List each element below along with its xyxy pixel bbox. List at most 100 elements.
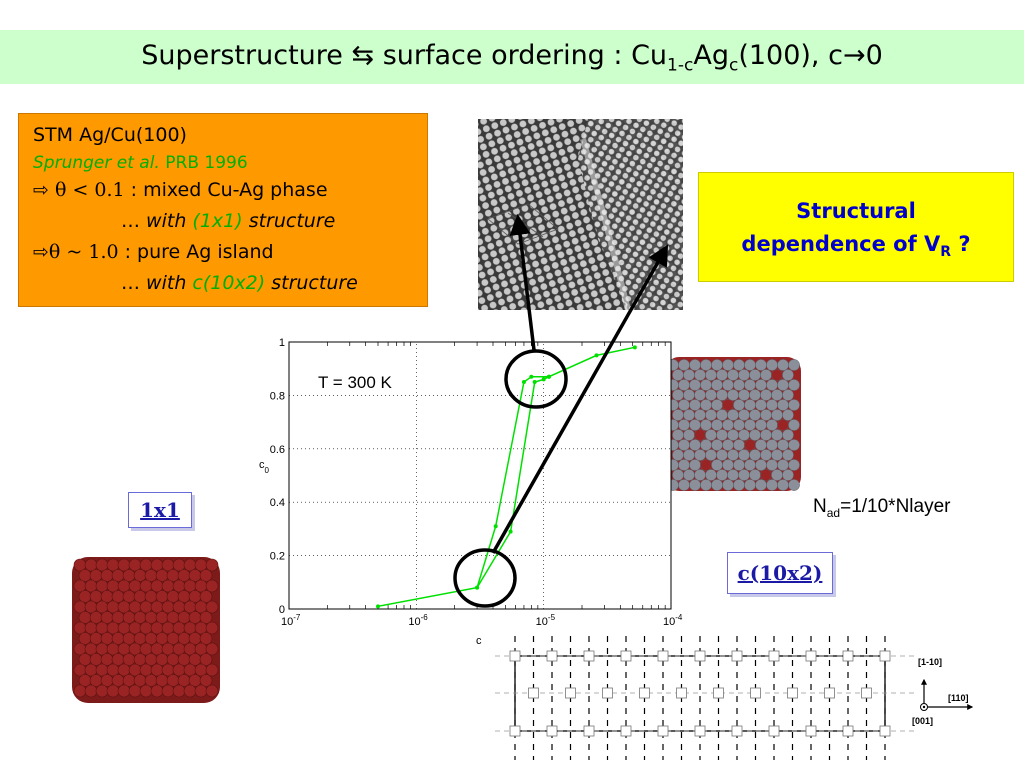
atom bbox=[755, 479, 767, 491]
atom bbox=[84, 579, 98, 593]
atom-site bbox=[768, 725, 780, 737]
atom bbox=[760, 449, 772, 461]
structure-c10x2-line: … with c(10x2) structure bbox=[121, 272, 358, 294]
atom bbox=[766, 459, 778, 471]
atom bbox=[711, 399, 723, 411]
atom bbox=[705, 469, 717, 481]
atom bbox=[782, 469, 794, 481]
atom bbox=[139, 684, 153, 698]
data-point bbox=[546, 374, 551, 379]
atom bbox=[700, 459, 712, 471]
atom bbox=[194, 621, 208, 635]
atom bbox=[788, 439, 800, 451]
y-tick-label: 0.6 bbox=[270, 444, 285, 456]
atom bbox=[744, 379, 756, 391]
atom bbox=[722, 419, 734, 431]
atom bbox=[788, 479, 800, 491]
atom bbox=[84, 621, 98, 635]
atom-site bbox=[509, 725, 521, 737]
atom bbox=[73, 579, 87, 593]
atom bbox=[111, 674, 125, 687]
atom bbox=[111, 569, 125, 582]
atom bbox=[760, 409, 772, 421]
atom bbox=[128, 600, 142, 614]
atom bbox=[744, 439, 756, 451]
atom bbox=[766, 439, 778, 451]
atom bbox=[155, 590, 169, 603]
arrow-right-icon: ⇨ bbox=[33, 179, 49, 201]
atom bbox=[205, 621, 219, 635]
atom bbox=[771, 429, 783, 441]
atom bbox=[716, 469, 728, 481]
atom bbox=[788, 359, 800, 371]
atom bbox=[84, 663, 98, 677]
atom-site bbox=[750, 687, 761, 699]
atom bbox=[788, 399, 800, 411]
atom bbox=[95, 684, 109, 698]
atom bbox=[771, 369, 783, 381]
nad-formula: Nad=1/10*Nlayer bbox=[813, 496, 951, 520]
atom bbox=[777, 479, 789, 491]
atom bbox=[89, 611, 103, 624]
atom bbox=[777, 399, 789, 411]
atom bbox=[755, 359, 767, 371]
atom bbox=[100, 611, 114, 624]
atom bbox=[89, 569, 103, 582]
atom bbox=[100, 674, 114, 687]
question-line2: dependence of VR ? bbox=[741, 232, 971, 261]
atom bbox=[199, 611, 213, 624]
atom bbox=[199, 590, 213, 603]
atom bbox=[183, 600, 197, 614]
ag-island-image bbox=[665, 357, 801, 491]
atom bbox=[766, 399, 778, 411]
atom bbox=[122, 611, 136, 624]
data-point bbox=[521, 380, 526, 385]
x-tick-label: 10-5 bbox=[536, 613, 556, 628]
atom bbox=[177, 611, 191, 624]
atom bbox=[122, 569, 136, 582]
data-point bbox=[541, 377, 546, 382]
atom bbox=[78, 611, 92, 624]
atom-site bbox=[509, 650, 521, 662]
atom bbox=[100, 632, 114, 645]
x-tick-label: 10-4 bbox=[663, 613, 683, 628]
atom bbox=[106, 558, 120, 572]
atom bbox=[711, 439, 723, 451]
atom bbox=[716, 409, 728, 421]
atom bbox=[194, 579, 208, 593]
atom bbox=[106, 600, 120, 614]
atom bbox=[84, 684, 98, 698]
atom bbox=[205, 579, 219, 593]
atom bbox=[727, 369, 739, 381]
atom bbox=[727, 429, 739, 441]
atom bbox=[78, 653, 92, 666]
y-tick-label: 0 bbox=[279, 604, 285, 616]
atom bbox=[166, 632, 180, 645]
atom bbox=[711, 479, 723, 491]
stm-image bbox=[478, 119, 683, 310]
direction-001: [001] bbox=[912, 716, 933, 726]
y-axis-label: c0 bbox=[259, 459, 270, 475]
atom bbox=[700, 419, 712, 431]
atom bbox=[760, 369, 772, 381]
atom bbox=[194, 600, 208, 614]
atom bbox=[139, 621, 153, 635]
atom bbox=[716, 449, 728, 461]
atom bbox=[172, 558, 186, 572]
atom bbox=[139, 558, 153, 572]
atom bbox=[128, 579, 142, 593]
chart-grid bbox=[288, 341, 672, 610]
atom bbox=[128, 663, 142, 677]
atom bbox=[749, 389, 761, 401]
atom bbox=[205, 600, 219, 614]
stm-info-box: STM Ag/Cu(100) Sprunger et al. PRB 1996 … bbox=[18, 113, 428, 307]
atom bbox=[700, 439, 712, 451]
atom bbox=[749, 469, 761, 481]
atom bbox=[199, 674, 213, 687]
atom bbox=[95, 663, 109, 677]
atom bbox=[133, 632, 147, 645]
atom bbox=[100, 590, 114, 603]
atom bbox=[766, 379, 778, 391]
atom bbox=[183, 663, 197, 677]
atom bbox=[199, 653, 213, 666]
